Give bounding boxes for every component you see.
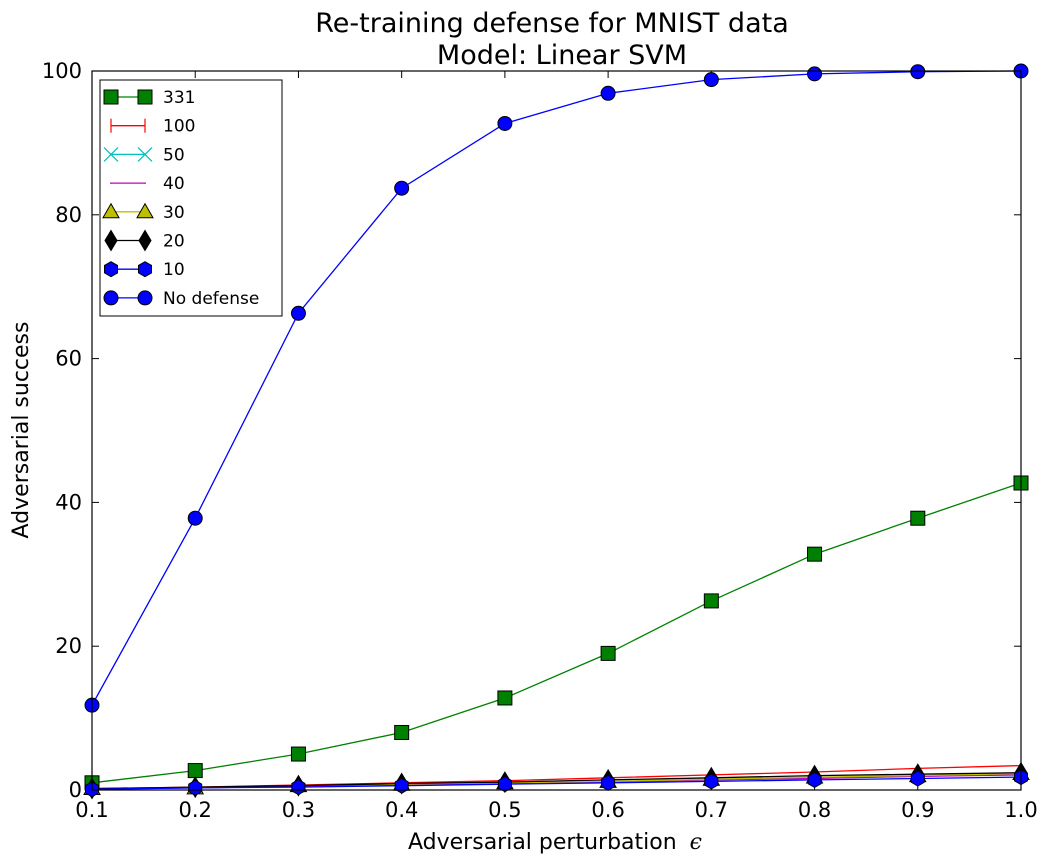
legend-marker: [104, 261, 118, 278]
y-tick-label: 80: [55, 203, 82, 227]
data-point-no-defense: [600, 85, 616, 101]
series-no-defense: [84, 63, 1029, 713]
legend-marker: [137, 146, 153, 162]
legend-entry-40: 40: [110, 174, 185, 194]
x-axis-label: Adversarial perturbation ϵ: [408, 830, 702, 855]
y-axis-label: Adversarial success: [9, 322, 34, 539]
legend-label: 30: [163, 203, 185, 223]
x-axis-label-text: Adversarial perturbation: [408, 830, 677, 855]
data-point-10: [704, 773, 719, 790]
legend: 331 100 50 40 30 20 10 No defense: [99, 79, 283, 317]
x-tick-label: 0.5: [488, 798, 521, 822]
y-tick-label: 60: [55, 347, 82, 371]
series-10: [85, 769, 1028, 798]
series-line-10: [91, 776, 1022, 790]
data-point-no-defense: [497, 115, 513, 131]
legend-marker: [103, 290, 119, 306]
data-point-10: [601, 774, 616, 791]
series-line-20: [91, 772, 1022, 790]
data-point-10: [188, 779, 203, 796]
x-tick-label: 0.8: [798, 798, 831, 822]
legend-label: No defense: [163, 289, 259, 309]
data-point-331: [394, 724, 410, 740]
legend-entry-10: 10: [104, 260, 185, 280]
y-tick-label: 0: [69, 778, 82, 802]
legend-label: 20: [163, 232, 185, 252]
y-tick-label: 20: [55, 634, 82, 658]
legend-entry-331: 331: [103, 88, 195, 108]
legend-marker: [138, 261, 152, 278]
y-tick-label: 40: [55, 490, 82, 514]
x-tick-label: 0.4: [385, 798, 418, 822]
legend-marker: [138, 229, 152, 252]
legend-entry-100: 100: [110, 117, 195, 137]
x-tick-label: 0.3: [282, 798, 315, 822]
legend-marker: [103, 146, 119, 162]
legend-marker: [103, 89, 119, 105]
legend-entry-50: 50: [103, 145, 185, 165]
legend-entry-no-defense: No defense: [103, 289, 259, 309]
plot-frame: [91, 70, 1022, 791]
data-point-no-defense: [394, 180, 410, 196]
x-tick-label: 0.6: [591, 798, 624, 822]
data-point-331: [290, 746, 306, 762]
legend-box: [99, 79, 283, 317]
chart-title: Re-training defense for MNIST data: [315, 8, 789, 39]
legend-label: 10: [163, 260, 185, 280]
legend-marker: [137, 290, 153, 306]
legend-marker: [102, 202, 120, 219]
data-point-no-defense: [703, 72, 719, 88]
x-tick-label: 0.1: [75, 798, 108, 822]
data-point-no-defense: [807, 66, 823, 82]
data-point-no-defense: [290, 305, 306, 321]
data-point-331: [703, 593, 719, 609]
legend-entry-30: 30: [102, 202, 185, 223]
series-line-331: [91, 482, 1022, 784]
x-tick-label: 0.2: [179, 798, 212, 822]
x-axis-label-symbol: ϵ: [690, 830, 702, 855]
data-point-10: [807, 771, 822, 788]
legend-label: 50: [163, 145, 185, 165]
x-tick-label: 0.7: [695, 798, 728, 822]
data-point-331: [497, 690, 513, 706]
legend-label: 40: [163, 174, 185, 194]
legend-label: 100: [163, 117, 195, 137]
x-tick-label: 1.0: [1004, 798, 1037, 822]
legend-marker: [137, 89, 153, 105]
series-line-no-defense: [91, 70, 1022, 706]
x-tick-label: 0.9: [901, 798, 934, 822]
data-point-no-defense: [910, 64, 926, 80]
y-tick-label: 100: [42, 59, 82, 83]
chart-subtitle: Model: Linear SVM: [437, 40, 687, 71]
data-point-10: [291, 779, 306, 796]
data-point-331: [910, 510, 926, 526]
data-point-10: [910, 770, 925, 787]
data-point-331: [187, 763, 203, 779]
data-point-331: [600, 645, 616, 661]
data-point-331: [807, 546, 823, 562]
data-point-no-defense: [187, 510, 203, 526]
data-point-10: [497, 776, 512, 793]
data-point-10: [394, 777, 409, 794]
legend-label: 331: [163, 88, 195, 108]
legend-marker: [104, 229, 118, 252]
legend-entry-20: 20: [104, 229, 185, 252]
legend-marker: [136, 202, 154, 219]
tick-layer: 0.1 0.2 0.3 0.4 0.5 0.6 0.7 0.8 0.9 1.0 0 20 40 60 80 1…: [42, 59, 1038, 822]
